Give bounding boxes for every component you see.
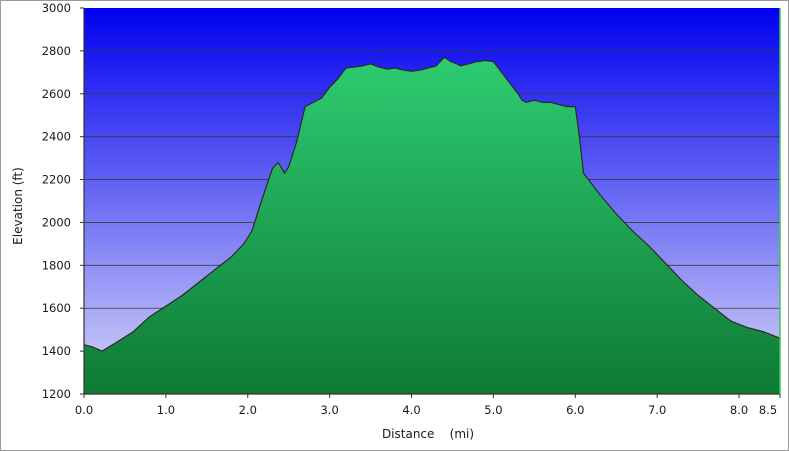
y-tick-label: 1600 [42,301,71,315]
y-tick-label: 2000 [42,215,71,229]
y-tick-label: 1400 [42,344,71,358]
y-tick-label: 2800 [42,44,71,58]
y-tick-label: 1800 [42,258,71,272]
x-tick-label: 7.0 [648,403,666,417]
x-tick-label: 0.0 [75,403,93,417]
elevation-line [83,56,781,352]
y-tick-label: 2200 [42,173,71,187]
x-tick-label: 1.0 [157,403,175,417]
y-tick-labels: 1200 1400 1600 1800 2000 2200 2400 2600 2800 3000 [42,1,84,401]
x-tick-label: 6.0 [566,403,584,417]
x-tick-label: 8.5 [759,403,777,417]
y-tick-label: 1200 [42,387,71,401]
y-tick-label: 3000 [42,1,71,15]
elevation-area [84,57,780,395]
x-axis-title: Distance (mi) [382,427,474,441]
y-tick-label: 2600 [42,87,71,101]
x-tick-label: 8.0 [730,403,748,417]
x-tick-labels: 0.0 1.0 2.0 3.0 4.0 5.0 6.0 7.0 8.0 8.5 [75,394,781,417]
y-tick-label: 2400 [42,130,71,144]
x-tick-label: 5.0 [484,403,502,417]
axes [83,8,781,395]
x-tick-label: 4.0 [402,403,420,417]
x-tick-label: 2.0 [239,403,257,417]
x-tick-label: 3.0 [320,403,338,417]
y-axis-title: Elevation (ft) [11,167,25,245]
